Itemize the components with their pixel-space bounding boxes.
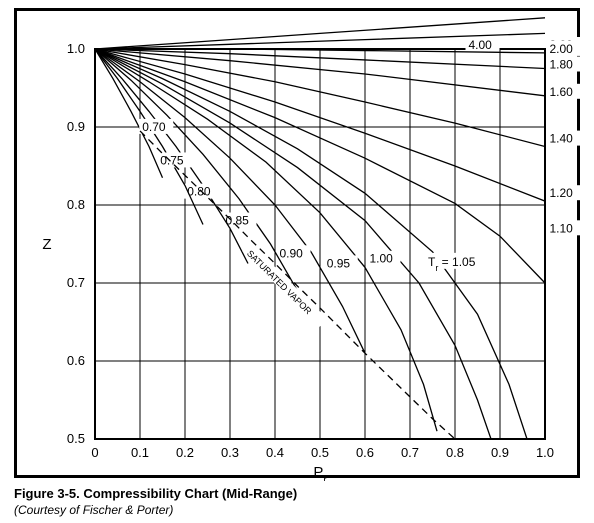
svg-text:0.5: 0.5: [67, 431, 85, 446]
svg-text:0.7: 0.7: [67, 275, 85, 290]
svg-text:1.60: 1.60: [550, 85, 574, 99]
figure-subtitle: (Courtesy of Fischer & Porter): [14, 503, 173, 517]
svg-text:2.00: 2.00: [550, 42, 574, 56]
svg-text:1.20: 1.20: [550, 186, 574, 200]
svg-text:Z: Z: [42, 236, 51, 253]
svg-text:0.2: 0.2: [176, 445, 194, 460]
svg-text:0: 0: [91, 445, 98, 460]
svg-text:1.0: 1.0: [536, 445, 554, 460]
svg-text:1.0: 1.0: [67, 41, 85, 56]
svg-text:0.1: 0.1: [131, 445, 149, 460]
svg-text:1.00: 1.00: [370, 252, 394, 266]
svg-text:1.10: 1.10: [550, 221, 574, 235]
figure-title: Figure 3-5. Compressibility Chart (Mid-R…: [14, 486, 297, 501]
svg-text:0.9: 0.9: [491, 445, 509, 460]
svg-text:4.00: 4.00: [469, 38, 493, 52]
svg-text:0.6: 0.6: [356, 445, 374, 460]
compressibility-chart: 0 0.1 0.2 0.3 0.4 0.5 0.6 0.7 0.8 0.9 1.0 0.5 0.6 0.7…: [17, 11, 583, 481]
svg-text:0.8: 0.8: [67, 197, 85, 212]
svg-text:0.75: 0.75: [160, 153, 184, 167]
svg-text:0.85: 0.85: [226, 214, 250, 228]
svg-text:0.70: 0.70: [142, 120, 166, 134]
svg-text:0.3: 0.3: [221, 445, 239, 460]
svg-text:Pr: Pr: [313, 464, 327, 481]
svg-text:1.40: 1.40: [550, 132, 574, 146]
svg-text:0.95: 0.95: [327, 256, 351, 270]
svg-text:1.80: 1.80: [550, 58, 574, 72]
figure-container: 0 0.1 0.2 0.3 0.4 0.5 0.6 0.7 0.8 0.9 1.0 0.5 0.6 0.7…: [0, 0, 594, 523]
svg-text:0.7: 0.7: [401, 445, 419, 460]
svg-text:0.8: 0.8: [446, 445, 464, 460]
svg-text:0.9: 0.9: [67, 119, 85, 134]
svg-text:0.90: 0.90: [280, 246, 304, 260]
svg-text:0.6: 0.6: [67, 353, 85, 368]
chart-frame: 0 0.1 0.2 0.3 0.4 0.5 0.6 0.7 0.8 0.9 1.0 0.5 0.6 0.7…: [14, 8, 580, 478]
svg-text:0.4: 0.4: [266, 445, 284, 460]
svg-text:0.5: 0.5: [311, 445, 329, 460]
